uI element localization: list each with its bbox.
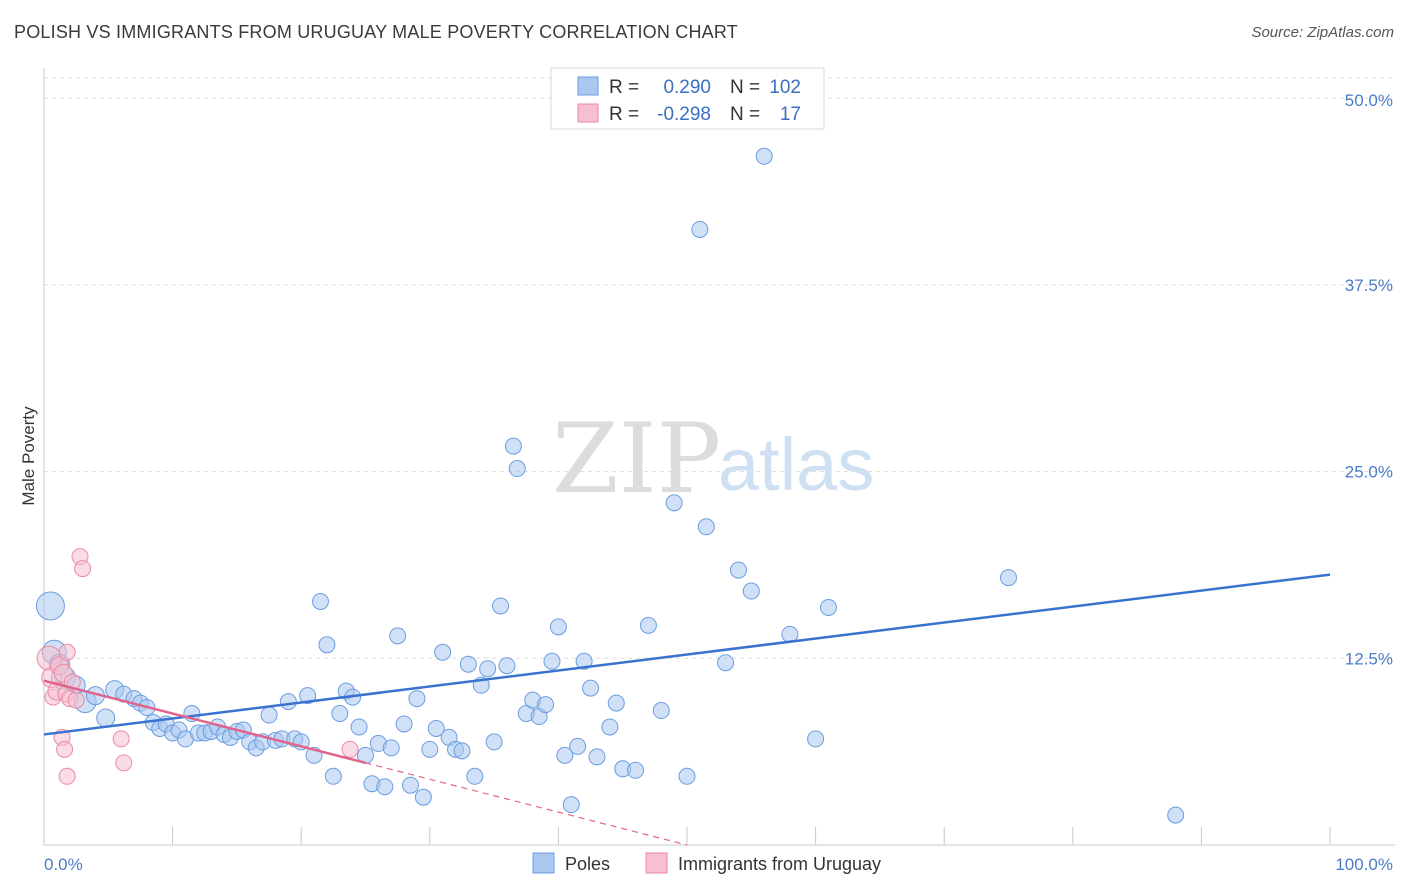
watermark-atlas: atlas xyxy=(718,423,874,506)
uruguay-point xyxy=(74,560,92,578)
poles-point xyxy=(299,687,317,705)
poles-point xyxy=(729,561,747,579)
legend-n-label: N = xyxy=(730,104,760,125)
poles-point xyxy=(498,657,516,675)
y-tick-label: 25.0% xyxy=(1345,463,1393,482)
poles-point xyxy=(543,652,561,670)
legend-r-label: R = xyxy=(609,77,639,98)
poles-point xyxy=(318,636,336,654)
poles-point xyxy=(96,708,116,728)
poles-point xyxy=(575,652,593,670)
poles-point xyxy=(601,718,619,736)
uruguay-point xyxy=(115,754,133,772)
poles-point xyxy=(408,690,426,708)
legend-r-value: -0.298 xyxy=(657,104,711,125)
uruguay-point xyxy=(341,740,359,758)
x-tick-label: 0.0% xyxy=(44,855,83,874)
poles-point xyxy=(395,715,413,733)
poles-point xyxy=(466,767,484,785)
poles-point xyxy=(453,742,471,760)
poles-point xyxy=(556,746,574,764)
data-points xyxy=(35,147,1185,824)
uruguay-trend-extension xyxy=(365,762,688,846)
poles-point xyxy=(434,643,452,661)
uruguay-point xyxy=(58,767,76,785)
legend-r-label: R = xyxy=(609,104,639,125)
uruguay-point xyxy=(67,691,85,709)
bottom-legend-swatch xyxy=(645,852,668,874)
legend-n-value: 102 xyxy=(769,77,801,98)
poles-point xyxy=(35,591,65,621)
poles-point xyxy=(504,437,522,455)
poles-point xyxy=(427,719,445,737)
poles-point xyxy=(260,706,278,724)
poles-point xyxy=(492,597,510,615)
watermark: ZIP atlas xyxy=(552,403,874,515)
legend-swatch xyxy=(577,76,599,96)
bottom-legend-label: Immigrants from Uruguay xyxy=(678,854,881,874)
uruguay-point xyxy=(56,740,74,758)
trend-lines xyxy=(43,573,1331,846)
poles-point xyxy=(279,693,297,711)
poles-point xyxy=(607,694,625,712)
poles-point xyxy=(639,616,657,634)
poles-point xyxy=(414,788,432,806)
poles-point xyxy=(537,696,555,714)
legend-r-value: 0.290 xyxy=(663,77,711,98)
y-tick-label: 37.5% xyxy=(1345,276,1393,295)
legend: R = 0.290 N = 102 R = -0.298 N = 17 xyxy=(550,67,825,130)
poles-point xyxy=(376,778,394,796)
poles-point xyxy=(569,737,587,755)
poles-point xyxy=(665,494,683,512)
poles-point xyxy=(627,761,645,779)
poles-point xyxy=(382,739,400,757)
poles-point xyxy=(582,679,600,697)
uruguay-trend-line xyxy=(43,679,366,765)
poles-point xyxy=(807,730,825,748)
source-label: Source: ZipAtlas.com xyxy=(1251,24,1394,41)
chart-title: POLISH VS IMMIGRANTS FROM URUGUAY MALE P… xyxy=(14,22,738,42)
poles-point xyxy=(742,582,760,600)
poles-point xyxy=(588,748,606,766)
poles-point xyxy=(678,767,696,785)
poles-point xyxy=(1167,806,1185,824)
legend-swatch xyxy=(577,103,599,123)
legend-n-label: N = xyxy=(730,77,760,98)
poles-point xyxy=(562,796,580,814)
poles-point xyxy=(508,460,526,478)
x-tick-label: 100.0% xyxy=(1335,855,1393,874)
poles-point xyxy=(479,660,497,678)
uruguay-point xyxy=(58,643,76,661)
bottom-legend-swatch xyxy=(532,852,555,874)
poles-point xyxy=(1000,569,1017,587)
poles-point xyxy=(311,592,329,610)
uruguay-point xyxy=(112,730,130,748)
poles-point xyxy=(324,767,342,785)
legend-n-value: 17 xyxy=(780,104,801,125)
poles-trend-line xyxy=(43,573,1331,736)
y-axis-label: Male Poverty xyxy=(19,406,38,506)
poles-point xyxy=(549,618,567,636)
poles-point xyxy=(421,740,439,758)
poles-point xyxy=(717,654,735,672)
poles-point xyxy=(389,627,407,645)
y-tick-label: 12.5% xyxy=(1345,649,1393,668)
poles-point xyxy=(459,655,477,673)
poles-point xyxy=(652,702,670,720)
grid-lines xyxy=(44,77,1395,659)
poles-point xyxy=(755,147,773,165)
poles-point xyxy=(350,718,368,736)
bottom-legend: Poles Immigrants from Uruguay xyxy=(532,852,881,874)
poles-point xyxy=(402,776,420,794)
poles-point xyxy=(331,705,349,723)
poles-point xyxy=(485,733,503,751)
bottom-legend-label: Poles xyxy=(565,854,610,874)
y-tick-label: 50.0% xyxy=(1345,91,1393,110)
poles-point xyxy=(697,518,715,536)
watermark-zip: ZIP xyxy=(552,403,721,515)
poles-point xyxy=(691,220,709,238)
poles-point xyxy=(819,598,837,616)
axes: 12.5% 25.0% 37.5% 50.0% 0.0% 100.0% xyxy=(43,68,1395,874)
